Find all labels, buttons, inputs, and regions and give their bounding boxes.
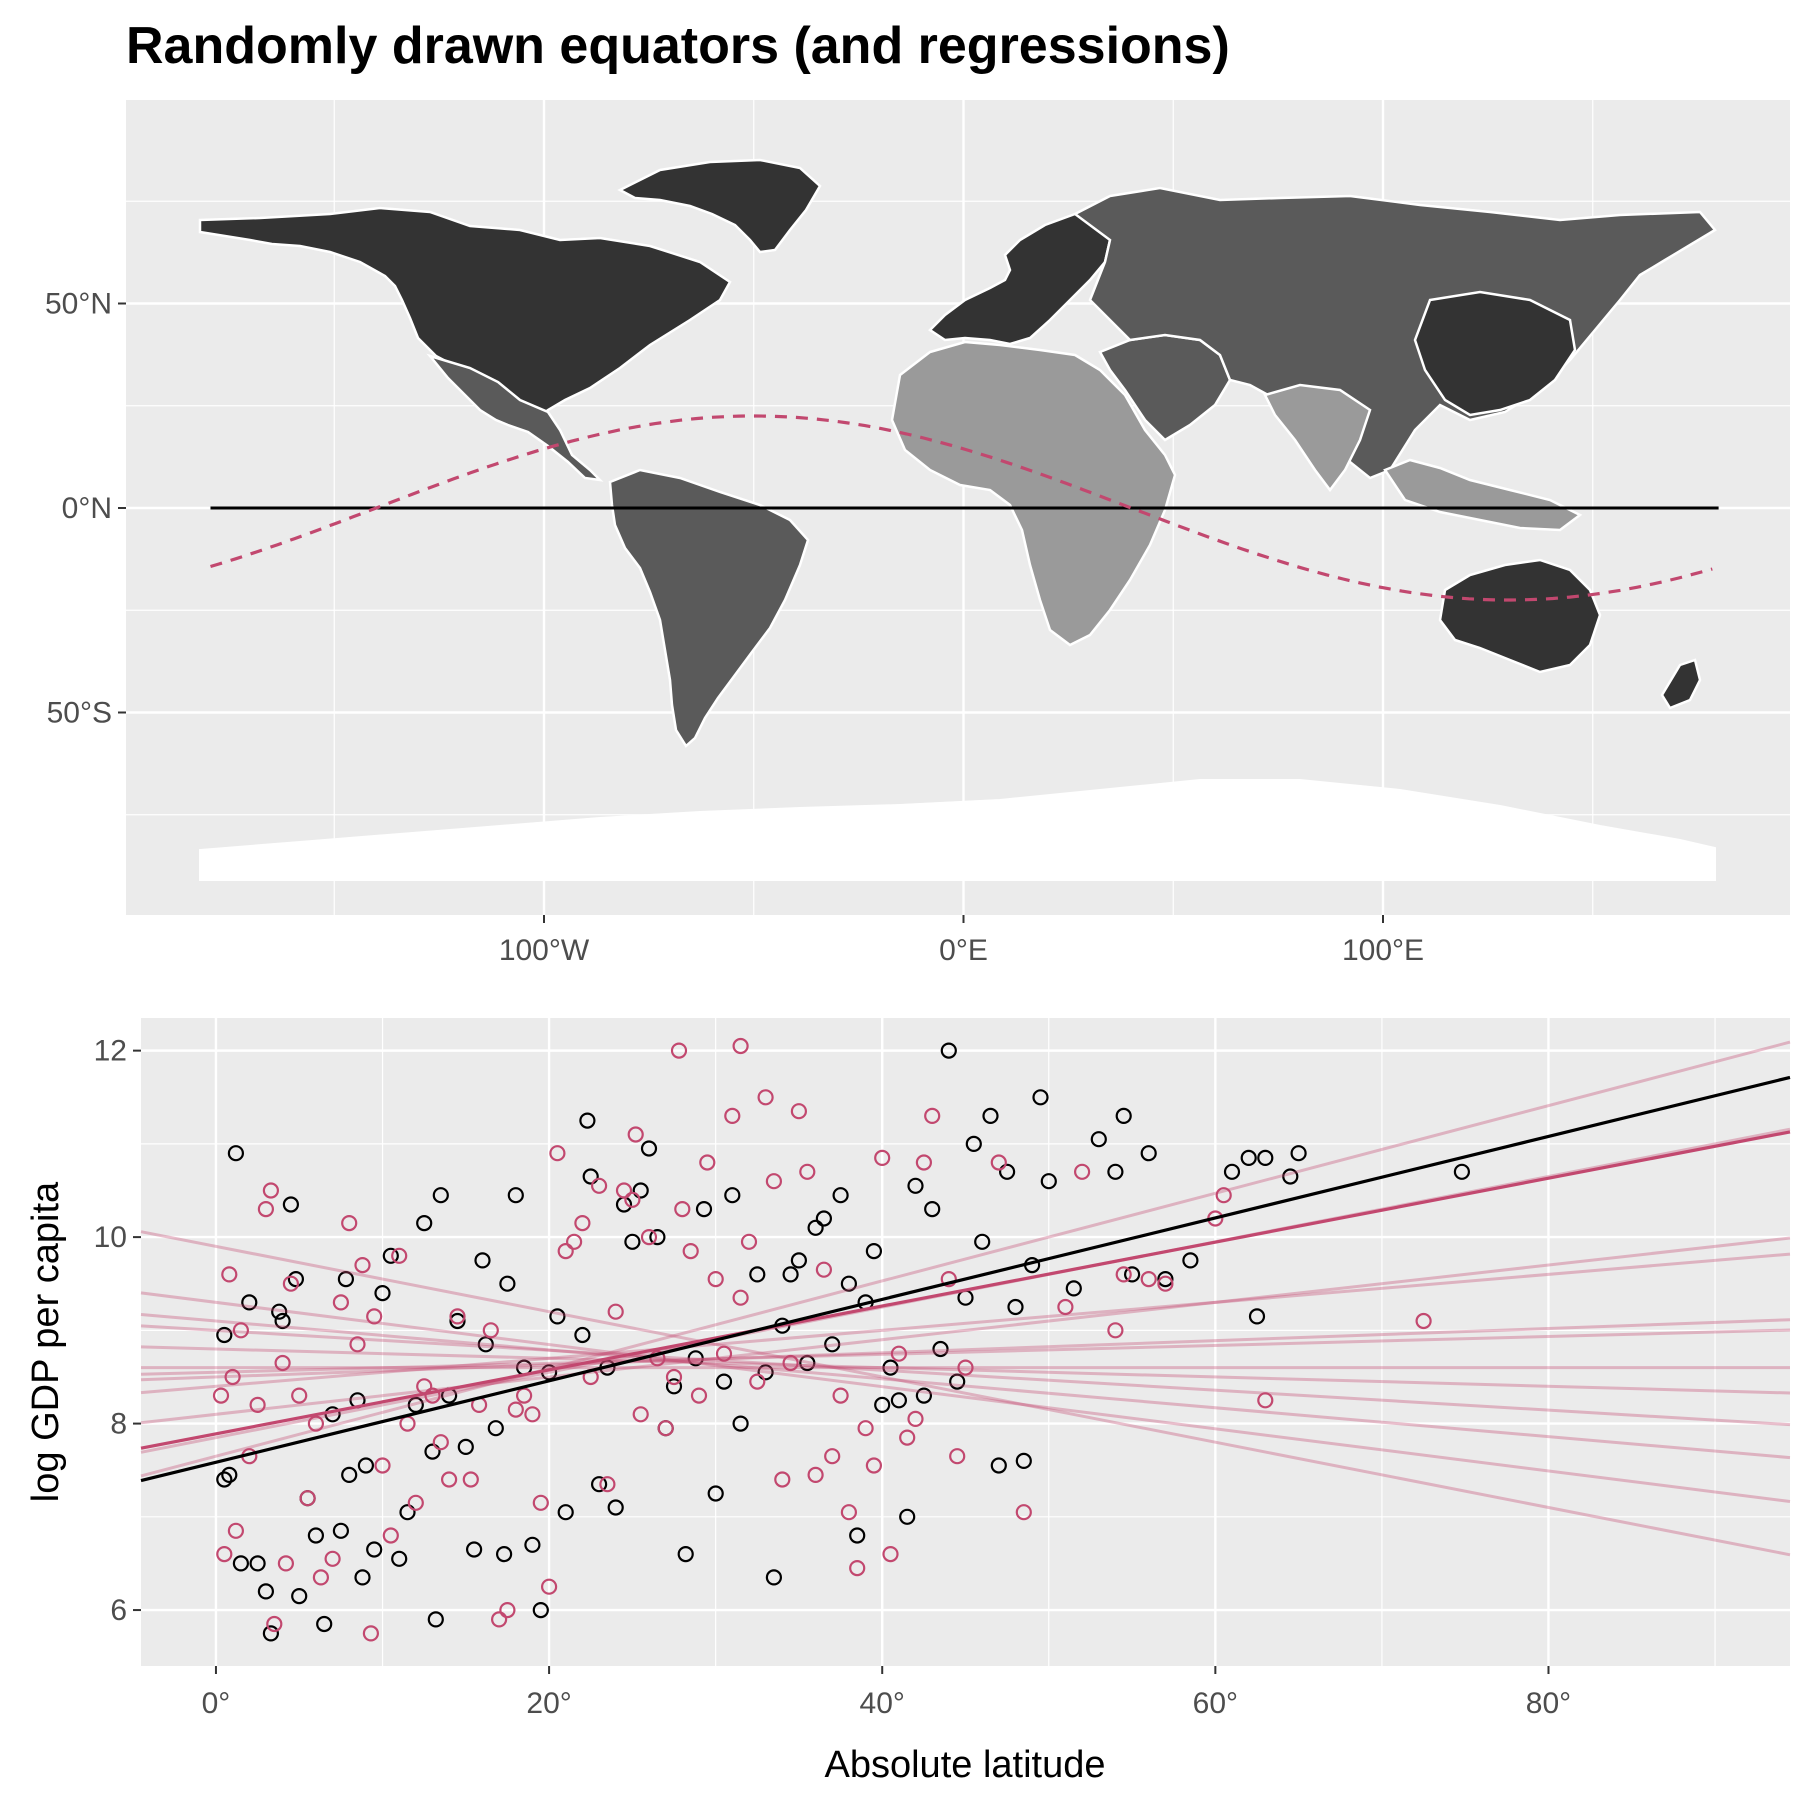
map-chart: 100°W 0°E 100°E 50°N 0°N 50°S xyxy=(45,100,1790,967)
scatter-y-tick-label: 10 xyxy=(94,1221,127,1254)
scatter-x-tick-label: 0° xyxy=(202,1687,231,1720)
map-y-tick-label: 0°N xyxy=(62,492,112,525)
scatter-y-tick-label: 6 xyxy=(110,1594,127,1627)
scatter-y-tick-label: 12 xyxy=(94,1035,127,1068)
scatter-x-tick-label: 20° xyxy=(526,1687,571,1720)
map-x-tick-label: 100°E xyxy=(1342,934,1424,967)
x-axis-title: Absolute latitude xyxy=(825,1744,1106,1786)
scatter-chart: 0° 20° 40° 60° 80° 6 8 10 12 Absolute latitude l… xyxy=(25,1018,1790,1786)
chart-title: Randomly drawn equators (and regressions… xyxy=(126,17,1230,75)
map-y-tick-label: 50°N xyxy=(45,288,112,321)
map-x-tick-label: 0°E xyxy=(939,934,988,967)
scatter-x-tick-label: 40° xyxy=(860,1687,905,1720)
scatter-x-tick-label: 80° xyxy=(1526,1687,1571,1720)
map-y-tick-label: 50°S xyxy=(47,697,112,730)
y-axis-title: log GDP per capita xyxy=(25,1181,67,1502)
map-x-tick-label: 100°W xyxy=(499,934,590,967)
scatter-x-tick-label: 60° xyxy=(1193,1687,1238,1720)
scatter-y-tick-label: 8 xyxy=(110,1408,127,1441)
